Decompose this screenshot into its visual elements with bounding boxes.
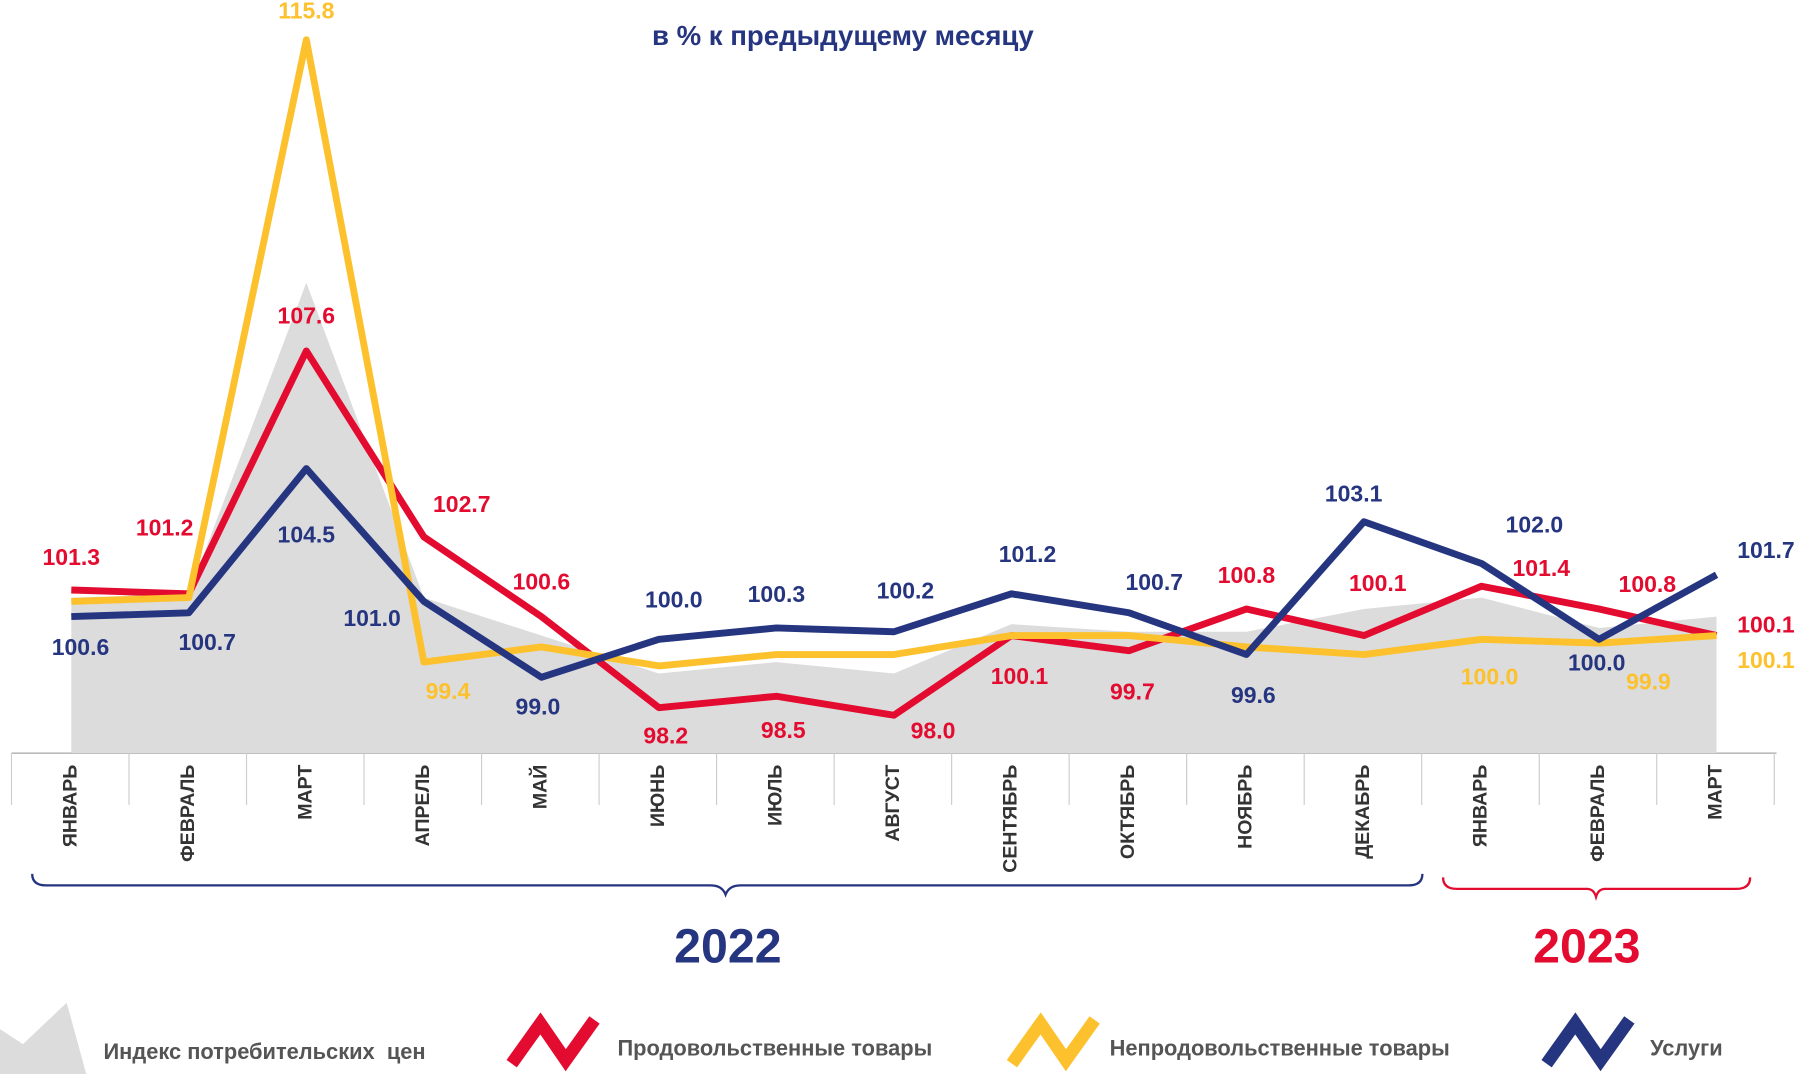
x-tick-label: ФЕВРАЛЬ bbox=[1587, 765, 1609, 862]
data-label: 100.0 bbox=[645, 586, 703, 612]
data-label: 100.0 bbox=[1461, 664, 1519, 690]
legend-label: Продовольственные товары bbox=[617, 1036, 932, 1061]
data-label: 100.6 bbox=[52, 634, 110, 660]
data-label: 115.8 bbox=[278, 0, 334, 23]
data-label: 99.7 bbox=[1110, 678, 1155, 704]
data-label: 100.7 bbox=[1125, 569, 1183, 595]
line bbox=[71, 465, 1719, 681]
x-tick-label: МАРТ bbox=[294, 765, 316, 820]
legend-label: Непродовольственные товары bbox=[1110, 1036, 1450, 1061]
data-label: 103.1 bbox=[1325, 480, 1383, 506]
bracket-2022 bbox=[31, 873, 1424, 898]
x-tick-label: АПРЕЛЬ bbox=[412, 765, 434, 847]
data-label: 100.1 bbox=[1349, 570, 1407, 596]
data-label: 101.7 bbox=[1737, 537, 1795, 563]
data-label: 101.2 bbox=[136, 514, 194, 540]
data-label: 98.2 bbox=[643, 723, 688, 749]
bracket-2023 bbox=[1441, 877, 1752, 902]
data-label: 98.5 bbox=[761, 717, 806, 743]
legend-icon bbox=[1006, 1012, 1100, 1072]
x-tick-label: ДЕКАБРЬ bbox=[1352, 765, 1374, 859]
x-tick-label: ИЮЛЬ bbox=[765, 765, 787, 826]
data-label: 100.3 bbox=[748, 581, 806, 607]
data-label: 104.5 bbox=[278, 522, 336, 548]
line bbox=[71, 36, 1717, 670]
data-label: 107.6 bbox=[278, 303, 336, 329]
group-label: 2022 bbox=[674, 920, 781, 974]
x-tick-label: НОЯБРЬ bbox=[1235, 765, 1257, 849]
x-tick-label: МАРТ bbox=[1705, 765, 1727, 820]
data-label: 100.8 bbox=[1218, 562, 1276, 588]
legend-icon bbox=[506, 1012, 600, 1072]
legend-icon bbox=[1541, 1012, 1635, 1072]
data-label: 102.0 bbox=[1506, 512, 1564, 538]
legend-label: Индекс потребительских цен bbox=[103, 1039, 425, 1064]
legend-icon bbox=[0, 1002, 87, 1074]
x-tick-label: ЯНВАРЬ bbox=[59, 765, 81, 847]
data-label: 99.9 bbox=[1626, 668, 1671, 694]
data-label: 100.2 bbox=[877, 578, 935, 604]
data-label: 100.1 bbox=[991, 663, 1049, 689]
x-tick-label: ОКТЯБРЬ bbox=[1117, 765, 1139, 859]
data-label: 101.0 bbox=[343, 605, 401, 631]
group-label: 2023 bbox=[1533, 920, 1640, 974]
data-label: 101.2 bbox=[999, 541, 1057, 567]
data-label: 100.1 bbox=[1737, 647, 1795, 673]
line bbox=[71, 347, 1718, 719]
data-label: 98.0 bbox=[911, 718, 956, 744]
legend-label: Услуги bbox=[1650, 1036, 1723, 1061]
data-label: 101.4 bbox=[1513, 555, 1571, 581]
data-label: 101.3 bbox=[43, 544, 101, 570]
data-label: 100.0 bbox=[1568, 650, 1626, 676]
data-label: 100.7 bbox=[178, 629, 236, 655]
data-label: 100.6 bbox=[513, 568, 571, 594]
data-label: 99.6 bbox=[1231, 682, 1276, 708]
data-label: 102.7 bbox=[433, 491, 491, 517]
x-tick-label: ИЮНЬ bbox=[647, 765, 669, 827]
x-tick-label: ЯНВАРЬ bbox=[1470, 765, 1492, 847]
chart-title: в % к предыдущему месяцу bbox=[652, 20, 1034, 51]
x-tick-label: МАЙ bbox=[528, 765, 552, 809]
data-label: 100.8 bbox=[1619, 571, 1677, 597]
x-tick-label: АВГУСТ bbox=[882, 765, 904, 842]
x-tick-label: ФЕВРАЛЬ bbox=[177, 765, 199, 862]
x-tick-label: СЕНТЯБРЬ bbox=[1000, 765, 1022, 873]
data-label: 99.0 bbox=[516, 693, 561, 719]
data-label: 99.4 bbox=[426, 678, 471, 704]
data-label: 100.1 bbox=[1737, 611, 1795, 637]
